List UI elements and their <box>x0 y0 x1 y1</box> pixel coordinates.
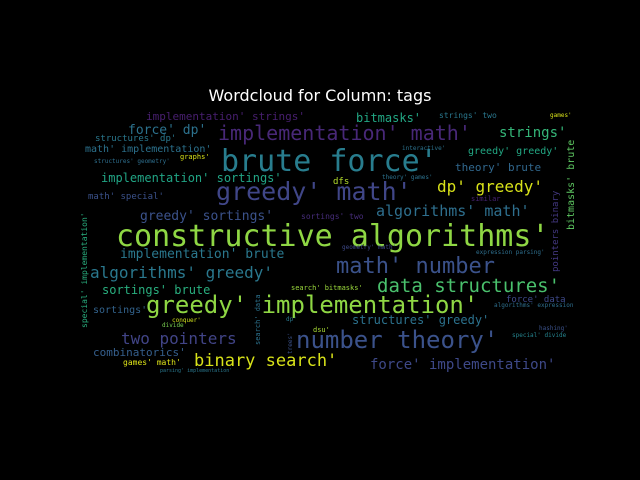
word-2: greedy' math' <box>216 177 412 206</box>
word-30: structures' dp' <box>95 134 176 144</box>
word-38: games' <box>550 112 572 119</box>
word-29: math' special' <box>88 192 164 202</box>
word-23: combinatorics' <box>93 346 186 359</box>
word-34: pointers binary <box>551 190 561 272</box>
word-21: implementation' strings' <box>146 110 305 123</box>
word-51: expression parsing' <box>476 249 545 256</box>
word-49: interactive' <box>402 145 445 152</box>
word-5: math' number <box>336 254 495 279</box>
word-39: sortings' two <box>301 212 364 221</box>
word-31: special' implementation' <box>80 212 89 328</box>
word-41: search' bitmasks' <box>291 284 363 292</box>
word-3: greedy' implementation' <box>146 291 478 319</box>
word-47: similar <box>471 195 501 203</box>
word-56: geometry' math' <box>342 244 396 251</box>
word-18: implementation' sortings' <box>101 171 282 185</box>
word-17: force' dp' <box>128 123 206 138</box>
word-53: algorithms' expression <box>494 302 574 309</box>
word-44: dp' <box>286 316 297 323</box>
word-46: trees' <box>287 332 294 354</box>
word-7: data structures' <box>377 275 560 297</box>
word-16: greedy' sortings' <box>140 209 273 224</box>
word-14: strings' <box>499 125 566 141</box>
word-32: force' data <box>506 295 566 305</box>
word-45: divide <box>162 322 184 329</box>
word-26: math' implementation' <box>85 144 211 155</box>
word-48: theory' games' <box>382 174 433 181</box>
word-36: strings' two <box>439 111 497 120</box>
word-4: number theory' <box>296 326 498 354</box>
word-20: structures' greedy' <box>352 313 489 327</box>
word-13: force' implementation' <box>370 357 555 373</box>
word-50: structures' geometry' <box>94 158 170 165</box>
word-12: algorithms' math' <box>376 202 530 220</box>
word-8: algorithms' greedy' <box>90 263 273 282</box>
word-1: brute force' <box>221 144 438 179</box>
word-15: implementation' brute <box>120 247 285 262</box>
word-22: bitmasks' <box>356 111 421 125</box>
word-52: parsing' implementation' <box>160 368 232 374</box>
word-19: sortings' brute <box>102 283 210 297</box>
word-10: two pointers <box>121 329 237 348</box>
word-0: constructive algorithms' <box>116 219 549 254</box>
chart-title: Wordcloud for Column: tags <box>208 86 432 105</box>
word-27: sortings' <box>93 305 147 316</box>
word-35: dfs <box>333 177 349 187</box>
word-24: theory' brute <box>455 161 541 174</box>
word-33: games' math' <box>123 358 181 367</box>
word-42: conquer' <box>172 317 201 324</box>
word-28: bitmasks' brute <box>566 140 577 230</box>
word-40: search' data <box>254 294 262 345</box>
word-37: graphs' <box>180 153 210 161</box>
word-25: greedy' greedy' <box>468 146 558 157</box>
word-43: dsu' <box>313 326 330 334</box>
word-6: implementation' math' <box>218 121 471 145</box>
word-9: binary search' <box>194 351 337 371</box>
word-55: hashing' <box>539 325 568 332</box>
word-54: special' divide <box>512 332 567 339</box>
word-11: dp' greedy' <box>437 177 543 196</box>
